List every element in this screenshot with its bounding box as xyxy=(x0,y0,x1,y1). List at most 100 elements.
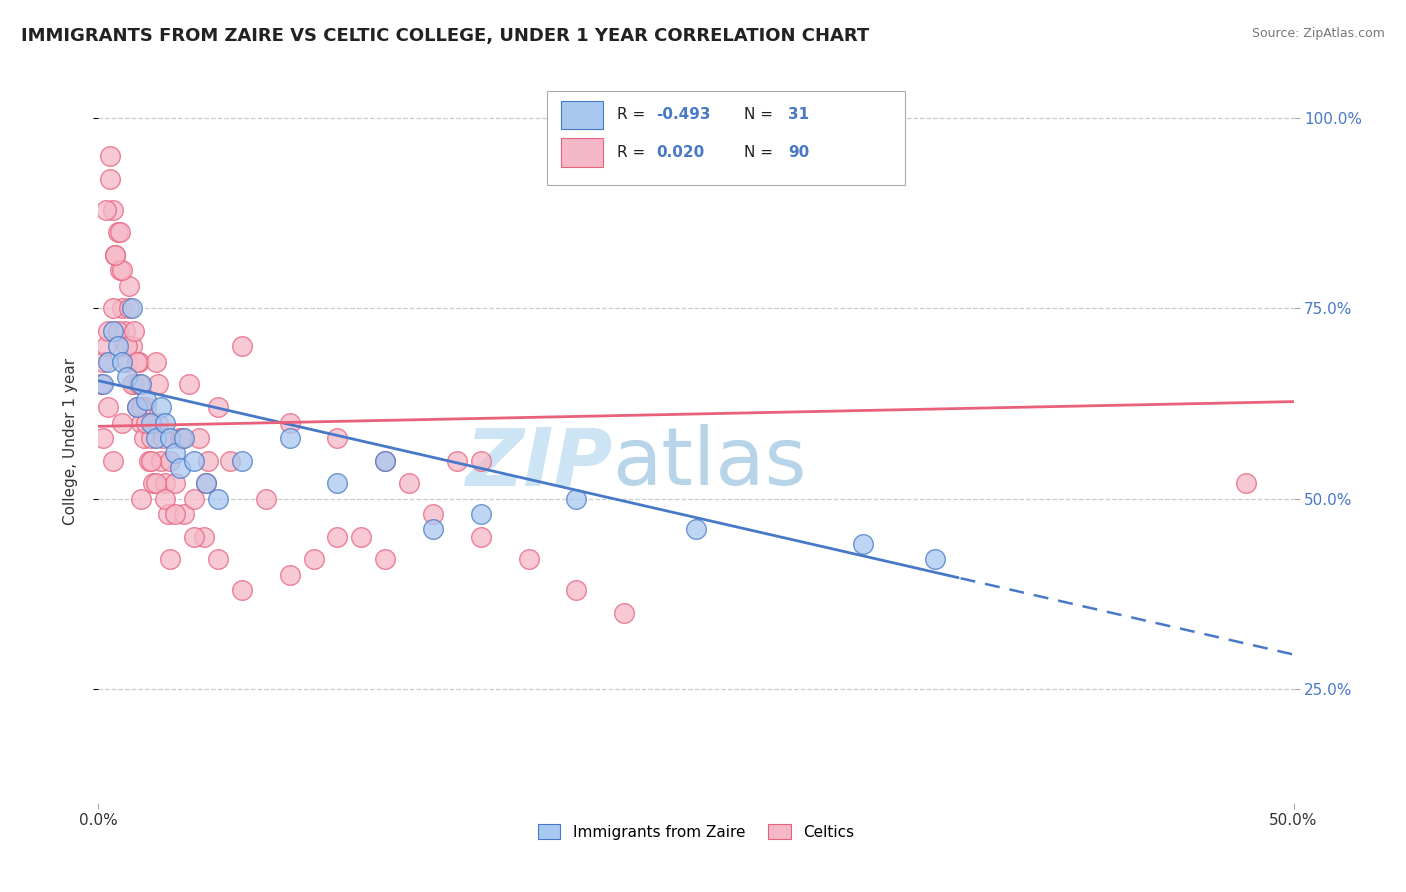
Point xyxy=(195,476,218,491)
Point xyxy=(115,370,138,384)
Point xyxy=(101,301,124,316)
Point xyxy=(125,354,148,368)
Text: -0.493: -0.493 xyxy=(657,107,711,122)
Point xyxy=(446,453,468,467)
Point xyxy=(155,416,177,430)
Point xyxy=(101,453,124,467)
Point xyxy=(121,339,143,353)
Point xyxy=(207,491,229,506)
Point xyxy=(155,491,177,506)
Point xyxy=(108,226,131,240)
Point xyxy=(517,552,540,566)
Text: 90: 90 xyxy=(787,145,810,160)
Point xyxy=(131,416,153,430)
Point xyxy=(111,301,134,316)
Point xyxy=(107,324,129,338)
Point xyxy=(91,354,114,368)
Point xyxy=(159,552,181,566)
Point xyxy=(125,401,148,415)
Point xyxy=(173,431,195,445)
Point xyxy=(128,354,150,368)
Point xyxy=(111,354,134,368)
Point xyxy=(173,507,195,521)
Point xyxy=(326,530,349,544)
Text: IMMIGRANTS FROM ZAIRE VS CELTIC COLLEGE, UNDER 1 YEAR CORRELATION CHART: IMMIGRANTS FROM ZAIRE VS CELTIC COLLEGE,… xyxy=(21,27,869,45)
Point xyxy=(302,552,325,566)
Point xyxy=(398,476,420,491)
Point xyxy=(278,567,301,582)
Point xyxy=(1234,476,1257,491)
Point xyxy=(169,431,191,445)
Point xyxy=(159,453,181,467)
Point xyxy=(104,248,127,262)
Point xyxy=(470,507,492,521)
Point xyxy=(97,354,120,368)
Point xyxy=(207,401,229,415)
Point xyxy=(254,491,277,506)
Point xyxy=(422,507,444,521)
Point xyxy=(98,149,122,163)
Point xyxy=(231,582,253,597)
Point xyxy=(163,446,186,460)
Point xyxy=(172,431,194,445)
Text: R =: R = xyxy=(617,145,650,160)
Point xyxy=(195,476,218,491)
Point xyxy=(111,263,134,277)
Point xyxy=(114,324,136,338)
Point xyxy=(350,530,373,544)
Point xyxy=(124,377,146,392)
Y-axis label: College, Under 1 year: College, Under 1 year xyxy=(63,358,77,525)
Point xyxy=(183,530,205,544)
FancyBboxPatch shape xyxy=(561,138,603,167)
Point xyxy=(148,377,170,392)
Text: atlas: atlas xyxy=(613,425,807,502)
Point xyxy=(94,202,117,217)
Point xyxy=(613,606,636,620)
Point xyxy=(135,401,157,415)
Point xyxy=(219,453,242,467)
Point xyxy=(145,476,167,491)
Point xyxy=(422,522,444,536)
Text: 31: 31 xyxy=(787,107,808,122)
Point xyxy=(142,476,165,491)
Legend: Immigrants from Zaire, Celtics: Immigrants from Zaire, Celtics xyxy=(531,818,860,846)
Point xyxy=(111,416,134,430)
Point xyxy=(138,453,160,467)
Point xyxy=(115,354,138,368)
Point xyxy=(207,552,229,566)
Point xyxy=(374,453,396,467)
Point xyxy=(121,301,143,316)
Point xyxy=(197,453,219,467)
Point xyxy=(107,226,129,240)
Point xyxy=(183,491,205,506)
Point xyxy=(685,522,707,536)
Point xyxy=(131,377,153,392)
Text: N =: N = xyxy=(744,107,778,122)
Point xyxy=(118,278,141,293)
Text: 0.020: 0.020 xyxy=(657,145,704,160)
Point xyxy=(139,416,162,430)
Point xyxy=(374,453,396,467)
Point xyxy=(852,537,875,551)
Point xyxy=(326,476,349,491)
Point xyxy=(145,354,167,368)
Point xyxy=(97,324,120,338)
Point xyxy=(115,339,138,353)
Point xyxy=(278,431,301,445)
Point xyxy=(565,582,588,597)
Point xyxy=(155,476,177,491)
Point xyxy=(152,431,174,445)
Point xyxy=(193,530,215,544)
Point xyxy=(91,377,114,392)
Point xyxy=(124,324,146,338)
Point xyxy=(148,416,170,430)
Point xyxy=(107,339,129,353)
Point xyxy=(156,507,179,521)
Point xyxy=(101,202,124,217)
Point xyxy=(94,339,117,353)
Point xyxy=(131,401,153,415)
Point xyxy=(128,377,150,392)
Point xyxy=(131,491,153,506)
Point xyxy=(98,172,122,186)
Text: N =: N = xyxy=(744,145,778,160)
